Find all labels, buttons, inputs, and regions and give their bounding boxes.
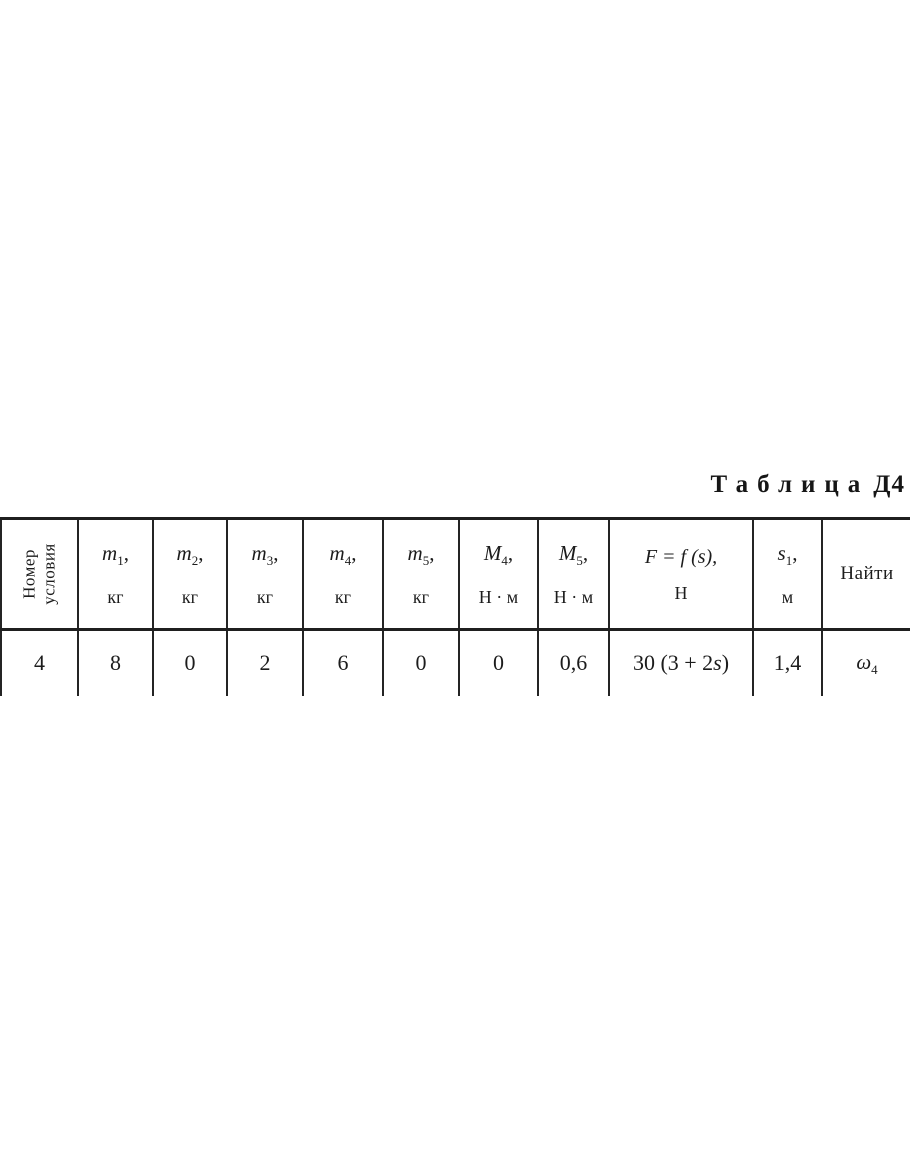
header-find: Найти bbox=[821, 518, 910, 631]
M4-unit: Н · м bbox=[478, 587, 519, 607]
header-condition-number: Номер условия bbox=[0, 518, 78, 631]
condition-number-label: Номер условия bbox=[19, 543, 59, 604]
m1-unit: кг bbox=[107, 587, 124, 607]
m4-symbol: m bbox=[329, 541, 345, 565]
cell-M5: 0,6 bbox=[537, 629, 609, 696]
M4-symbol: M bbox=[483, 541, 502, 565]
m1-subscript: 1 bbox=[117, 553, 124, 568]
cell-m3: 2 bbox=[226, 629, 303, 696]
m2-subscript: 2 bbox=[191, 553, 199, 568]
m2-unit: кг bbox=[181, 587, 199, 607]
m2-symbol: m bbox=[176, 541, 192, 565]
header-m1: m1, кг bbox=[77, 518, 153, 631]
M4-subscript: 4 bbox=[501, 553, 508, 568]
m2-comma: , bbox=[198, 541, 204, 565]
M5-comma: , bbox=[582, 541, 589, 565]
condition-number-line1: Номер bbox=[19, 549, 39, 599]
table-title-word: Таблица bbox=[710, 471, 870, 498]
rotated-label-wrap: Номер условия bbox=[3, 543, 77, 604]
m3-symbol: m bbox=[251, 541, 267, 565]
omega-symbol: ω bbox=[856, 649, 872, 674]
header-m3: m3, кг bbox=[226, 518, 303, 631]
table-title: Таблица Д4 bbox=[711, 471, 905, 499]
s1-subscript: 1 bbox=[785, 553, 793, 568]
force-value-pre: 30 (3 + 2 bbox=[632, 650, 714, 676]
m5-symbol: m bbox=[407, 541, 423, 565]
cell-condition-number: 4 bbox=[0, 629, 78, 696]
cell-m4: 6 bbox=[302, 629, 383, 696]
cell-m5: 0 bbox=[382, 629, 459, 696]
m4-subscript: 4 bbox=[344, 553, 352, 568]
m1-symbol: m bbox=[102, 541, 118, 565]
cell-m1: 8 bbox=[77, 629, 153, 696]
m3-unit: кг bbox=[256, 587, 274, 607]
M5-symbol: M bbox=[558, 541, 577, 565]
force-unit: Н bbox=[674, 583, 688, 603]
M4-comma: , bbox=[507, 541, 514, 565]
header-m4: m4, кг bbox=[302, 518, 383, 631]
force-value-var: s bbox=[713, 650, 722, 676]
cell-find: ω4 bbox=[821, 629, 910, 696]
conditions-table: Номер условия m1, кг m2, кг m3, кг bbox=[0, 517, 910, 696]
header-force: F = f (s), Н bbox=[608, 518, 753, 631]
cell-M4: 0 bbox=[458, 629, 538, 696]
omega-subscript: 4 bbox=[871, 661, 878, 677]
s1-comma: , bbox=[792, 541, 798, 565]
force-formula: F = f (s), bbox=[644, 546, 718, 568]
cell-s1: 1,4 bbox=[752, 629, 822, 696]
m5-comma: , bbox=[429, 541, 435, 565]
m4-unit: кг bbox=[334, 587, 352, 607]
m3-subscript: 3 bbox=[266, 553, 274, 568]
cell-force: 30 (3 + 2s) bbox=[608, 629, 753, 696]
table-title-code: Д4 bbox=[873, 471, 905, 498]
m3-comma: , bbox=[273, 541, 279, 565]
cell-m2: 0 bbox=[152, 629, 227, 696]
condition-number-line2: условия bbox=[39, 543, 59, 605]
m1-comma: , bbox=[123, 541, 129, 565]
data-row: 4 8 0 2 6 0 0 0,6 30 (3 + 2s) 1,4 ω4 bbox=[0, 629, 910, 696]
m4-comma: , bbox=[351, 541, 357, 565]
s1-symbol: s bbox=[777, 541, 786, 565]
header-m2: m2, кг bbox=[152, 518, 227, 631]
m5-subscript: 5 bbox=[422, 553, 430, 568]
force-value-post: ) bbox=[721, 650, 730, 676]
header-m5: m5, кг bbox=[382, 518, 459, 631]
header-s1: s1, м bbox=[752, 518, 822, 631]
M5-unit: Н · м bbox=[553, 587, 594, 607]
header-M5: M5, Н · м bbox=[537, 518, 609, 631]
M5-subscript: 5 bbox=[576, 553, 583, 568]
header-row: Номер условия m1, кг m2, кг m3, кг bbox=[0, 518, 910, 631]
header-M4: M4, Н · м bbox=[458, 518, 538, 631]
m5-unit: кг bbox=[412, 587, 430, 607]
s1-unit: м bbox=[781, 587, 794, 607]
